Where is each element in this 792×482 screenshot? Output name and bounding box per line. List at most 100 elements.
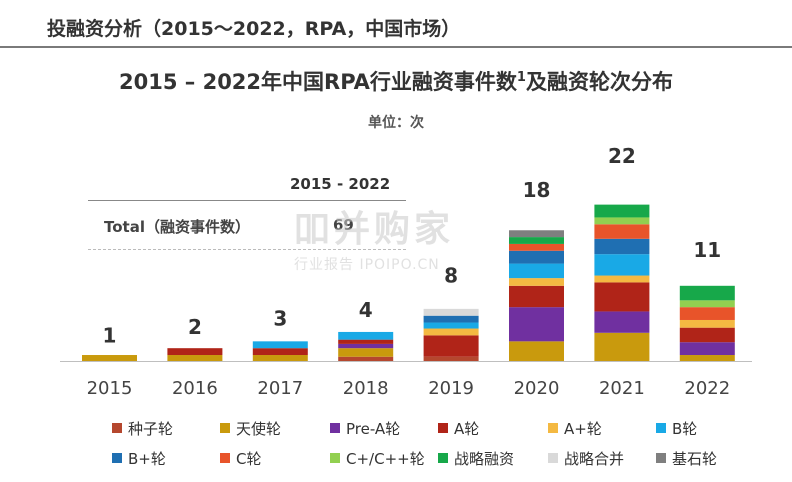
legend-item: B轮 (656, 418, 697, 438)
legend-label: B轮 (672, 420, 698, 438)
bar-segment-2016-1 (167, 355, 223, 361)
bar-segment-2022-1 (679, 355, 735, 361)
bar-segment-2020-9 (509, 237, 564, 244)
bar-total-label: 11 (693, 238, 721, 262)
bar-segment-2020-5 (509, 263, 564, 279)
bar-segment-2022-9 (679, 285, 735, 301)
bar-segment-2018-2 (338, 343, 394, 349)
bar-segment-2020-6 (509, 250, 564, 264)
x-tick-label: 2022 (684, 378, 730, 399)
bar-total-label: 3 (273, 306, 287, 330)
legend-swatch (330, 452, 340, 463)
legend-item: 战略融资 (438, 448, 514, 468)
x-tick-label: 2019 (428, 378, 474, 399)
callout-total-label: Total（融资事件数） (104, 218, 250, 236)
legend-swatch (220, 422, 230, 433)
bar-segment-2022-2 (679, 342, 735, 356)
chart-title-suffix: 及融资轮次分布 (525, 70, 673, 94)
legend-swatch (330, 422, 340, 433)
legend-label: 天使轮 (236, 420, 282, 438)
bar-segment-2020-11 (509, 230, 564, 238)
chart-title: 2015 – 2022年中国RPA行业融资事件数1及融资轮次分布 (0, 66, 792, 96)
bar-segment-2018-5 (338, 331, 394, 340)
legend-item: A+轮 (548, 418, 602, 438)
bar-segment-2021-7 (594, 224, 650, 239)
bar-total-label: 1 (103, 323, 117, 347)
bar-segment-2022-3 (679, 327, 735, 343)
legend-item: 天使轮 (220, 418, 281, 438)
chart-title-footnote: 1 (516, 70, 526, 85)
legend-item: B+轮 (112, 448, 166, 468)
bar-segment-2020-7 (509, 243, 564, 251)
legend-item: C轮 (220, 448, 261, 468)
legend-item: C+/C++轮 (330, 448, 425, 468)
bar-segment-2019-6 (423, 315, 479, 323)
bar-segment-2020-1 (509, 341, 564, 361)
bar-segment-2021-6 (594, 238, 650, 255)
x-tick-label: 2020 (514, 378, 560, 399)
legend-label: Pre-A轮 (346, 420, 401, 438)
bar-total-label: 18 (523, 178, 551, 202)
legend-item: 基石轮 (656, 448, 717, 468)
legend-label: 战略合并 (564, 450, 625, 468)
page-title: 投融资分析（2015～2022，RPA，中国市场） (47, 18, 461, 40)
legend-label: C+/C++轮 (346, 450, 425, 468)
bar-segment-2017-3 (252, 348, 308, 356)
legend-item: 战略合并 (548, 448, 624, 468)
legend-label: 种子轮 (128, 420, 174, 438)
bar-segment-2021-4 (594, 275, 650, 283)
x-tick-label: 2018 (343, 378, 389, 399)
bar-segment-2017-1 (252, 355, 308, 361)
legend-label: C轮 (236, 450, 262, 468)
bar-total-label: 2 (188, 315, 202, 339)
bar-segment-2021-2 (594, 311, 650, 333)
legend-swatch (656, 422, 666, 433)
legend-item: 种子轮 (112, 418, 173, 438)
legend-label: 战略融资 (454, 450, 515, 468)
callout-dashed-line (88, 249, 406, 250)
bar-total-label: 4 (359, 298, 373, 322)
bar-segment-2021-3 (594, 282, 650, 312)
bar-segment-2020-4 (509, 278, 564, 286)
bar-segment-2019-4 (423, 328, 479, 336)
callout-range: 2015 - 2022 (290, 175, 391, 193)
header-divider (0, 46, 792, 48)
bar-segment-2018-1 (338, 348, 394, 357)
legend-label: B+轮 (128, 450, 166, 468)
bar-total-label: 22 (608, 144, 636, 168)
bar-segment-2021-8 (594, 217, 650, 225)
x-tick-label: 2016 (172, 378, 218, 399)
callout-total-value: 69 (333, 216, 354, 234)
legend-swatch (656, 452, 666, 463)
legend-swatch (438, 422, 448, 433)
x-tick-label: 2017 (257, 378, 303, 399)
bar-segment-2019-0 (423, 356, 479, 361)
legend-item: Pre-A轮 (330, 418, 400, 438)
bar-segment-2016-3 (167, 348, 223, 356)
legend-swatch (548, 452, 558, 463)
bar-total-label: 8 (444, 264, 458, 288)
legend-item: A轮 (438, 418, 479, 438)
bar-segment-2019-10 (423, 308, 479, 316)
legend-label: A+轮 (564, 420, 602, 438)
legend-label: 基石轮 (672, 450, 718, 468)
legend-swatch (438, 452, 448, 463)
bar-segment-2017-5 (252, 341, 308, 349)
page-header: 投融资分析（2015～2022，RPA，中国市场） (0, 0, 792, 48)
legend-swatch (112, 422, 122, 433)
bar-segment-2020-3 (509, 285, 564, 308)
legend-swatch (548, 422, 558, 433)
bar-segment-2019-5 (423, 322, 479, 329)
bar-segment-2022-4 (679, 319, 735, 328)
bar-segment-2018-0 (338, 356, 394, 361)
x-tick-label: 2015 (87, 378, 133, 399)
legend-swatch (112, 452, 122, 463)
bar-segment-2021-5 (594, 254, 650, 276)
bar-segment-2019-3 (423, 335, 479, 357)
callout-divider (88, 200, 406, 201)
bar-segment-2021-1 (594, 332, 650, 361)
chart-unit: 单位：次 (368, 115, 424, 131)
chart-title-text: 2015 – 2022年中国RPA行业融资事件数 (119, 70, 517, 94)
bar-segment-2021-9 (594, 204, 650, 218)
